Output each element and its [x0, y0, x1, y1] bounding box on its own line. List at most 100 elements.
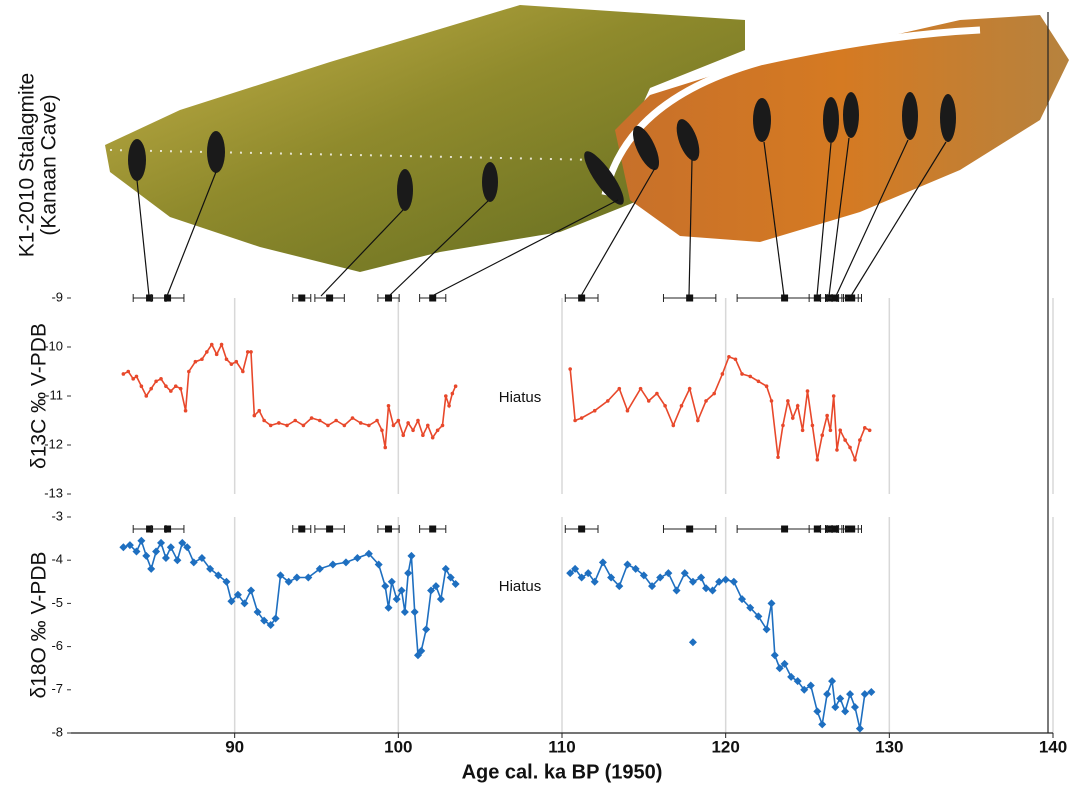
data-point — [233, 590, 242, 599]
date-marker — [385, 525, 393, 533]
date-marker — [429, 294, 437, 302]
data-point — [364, 549, 373, 558]
section-gap — [601, 26, 981, 196]
date-marker — [686, 294, 694, 302]
data-point — [422, 625, 431, 634]
data-point — [350, 416, 355, 420]
data-point — [417, 646, 426, 655]
data-point — [407, 551, 416, 560]
data-point — [655, 391, 659, 396]
data-point — [411, 428, 415, 433]
data-point — [818, 720, 827, 729]
data-point — [577, 573, 586, 582]
growth-axis — [109, 149, 601, 161]
data-point — [328, 560, 337, 569]
data-point — [142, 551, 151, 560]
data-point — [606, 399, 610, 403]
y-tick-label: -5 — [51, 595, 63, 610]
date-marker — [813, 294, 821, 302]
data-point — [285, 423, 289, 428]
date-marker — [578, 525, 586, 533]
data-point — [850, 703, 859, 712]
data-point — [663, 404, 667, 408]
data-point — [447, 404, 451, 408]
sample-hole — [584, 151, 624, 205]
data-point — [715, 577, 724, 586]
data-point — [119, 543, 128, 552]
data-point — [178, 386, 183, 391]
data-point — [727, 355, 731, 359]
data-point — [805, 389, 810, 393]
data-point — [590, 577, 599, 586]
stalagmite-label: K1-2010 Stalagmite — [16, 73, 39, 257]
data-point — [780, 659, 789, 668]
data-point — [386, 404, 391, 408]
data-point — [276, 571, 285, 580]
data-point — [219, 342, 224, 347]
data-point — [828, 428, 833, 433]
data-point — [688, 577, 697, 586]
y-tick-label: -7 — [51, 681, 63, 696]
data-point — [867, 428, 872, 433]
date-marker — [164, 294, 172, 302]
data-point — [781, 423, 785, 428]
data-point — [697, 573, 706, 582]
data-point — [421, 433, 425, 438]
y-tick-label: -3 — [51, 508, 63, 523]
date-marker — [686, 525, 694, 533]
data-point — [166, 543, 175, 552]
data-point — [178, 538, 187, 547]
connector — [580, 167, 656, 297]
data-point — [200, 357, 204, 362]
date-marker — [848, 525, 856, 533]
sample-hole — [823, 97, 839, 143]
y-tick-label: -6 — [51, 638, 63, 653]
data-point — [862, 426, 867, 430]
data-point — [229, 362, 234, 366]
y-tick-label: -9 — [51, 289, 63, 304]
connector — [320, 209, 404, 297]
data-point — [268, 423, 273, 428]
data-point — [828, 677, 837, 686]
date-marker — [298, 294, 306, 302]
data-point — [568, 367, 572, 371]
data-point — [687, 386, 692, 391]
data-point — [284, 577, 293, 586]
data-point — [222, 577, 231, 586]
data-point — [173, 384, 178, 389]
date-marker — [146, 525, 154, 533]
data-point — [144, 394, 149, 398]
x-tick-label: 90 — [225, 737, 244, 756]
data-point — [795, 404, 800, 408]
data-point — [400, 608, 409, 617]
connector — [763, 141, 785, 297]
data-point — [271, 614, 280, 623]
date-marker — [164, 525, 172, 533]
sample-holes — [128, 92, 956, 211]
data-point — [245, 350, 250, 354]
sample-hole — [397, 169, 413, 211]
data-point — [767, 599, 776, 608]
data-point — [277, 421, 281, 425]
date-marker — [781, 525, 789, 533]
data-point — [241, 369, 245, 374]
data-point — [431, 582, 440, 591]
x-tick-label: 120 — [711, 737, 739, 756]
data-point — [173, 556, 182, 565]
connector — [816, 142, 832, 297]
sample-hole — [482, 162, 498, 202]
data-point — [712, 391, 717, 396]
data-point — [646, 399, 651, 403]
data-point — [584, 569, 593, 578]
data-point — [571, 564, 580, 573]
data-point — [252, 413, 257, 418]
data-point — [134, 374, 139, 379]
data-point — [702, 584, 711, 593]
y-tick-label: -10 — [44, 338, 63, 353]
data-point — [374, 560, 383, 569]
data-point — [679, 404, 684, 408]
data-point — [720, 372, 725, 376]
data-point — [253, 608, 262, 617]
data-point — [247, 586, 256, 595]
